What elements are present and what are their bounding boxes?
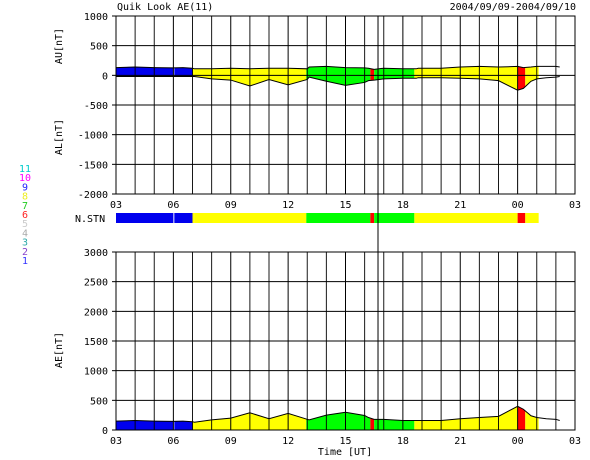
x-tick-label: 06: [167, 200, 179, 211]
station-count-bar: N.STN: [75, 194, 539, 252]
x-tick-label: 00: [512, 200, 524, 211]
x-tick-label: 03: [569, 200, 581, 211]
y-axis-label-al: AL[nT]: [54, 119, 65, 155]
station-segment: [192, 213, 195, 223]
legend-count-2: 2: [22, 247, 28, 258]
station-bar-label: N.STN: [75, 214, 105, 225]
y-tick-label: 500: [90, 42, 108, 53]
station-segment: [374, 213, 415, 223]
y-tick-label: -1500: [78, 160, 108, 171]
station-segment: [194, 213, 307, 223]
fill-segment: [174, 67, 193, 77]
x-tick-label: 09: [225, 200, 237, 211]
y-tick-label: 1000: [84, 12, 108, 23]
fill-segment: [370, 68, 375, 81]
plot-frame: [115, 251, 576, 431]
station-segment: [414, 213, 518, 223]
x-tick-label: 12: [282, 200, 294, 211]
x-tick-label: 18: [397, 436, 409, 447]
y-tick-label: 3000: [84, 248, 108, 259]
y-axis-label-au: AU[nT]: [54, 28, 65, 64]
x-axis-label: Time [UT]: [318, 447, 372, 458]
y-tick-label: 0: [102, 71, 108, 82]
legend-count-11: 11: [19, 164, 31, 175]
x-tick-label: 03: [569, 436, 581, 447]
x-tick-label: 00: [512, 436, 524, 447]
station-segment: [517, 213, 526, 223]
fill-segment: [517, 406, 526, 430]
legend-count-9: 9: [22, 182, 28, 193]
y-tick-label: 1500: [84, 337, 108, 348]
fill-segment: [116, 420, 174, 430]
figure-title: Quik Look AE(11): [117, 2, 213, 13]
fill-segment: [174, 421, 193, 430]
legend-count-3: 3: [22, 238, 28, 249]
y-tick-label: 2500: [84, 278, 108, 289]
legend-count-8: 8: [22, 192, 28, 203]
y-tick-label: -500: [84, 101, 108, 112]
y-tick-label: -2000: [78, 190, 108, 201]
station-segment: [174, 213, 193, 223]
legend-count-5: 5: [22, 219, 28, 230]
x-tick-label: 03: [110, 200, 122, 211]
x-tick-label: 21: [454, 200, 466, 211]
station-segment: [370, 213, 375, 223]
x-tick-label: 12: [282, 436, 294, 447]
fill-segment: [517, 66, 526, 91]
legend-count-1: 1: [22, 256, 28, 267]
x-tick-label: 15: [339, 200, 351, 211]
legend-count-10: 10: [19, 173, 31, 184]
y-tick-label: 500: [90, 396, 108, 407]
station-segment: [306, 213, 371, 223]
y-tick-label: 2000: [84, 307, 108, 318]
fill-segment: [116, 67, 174, 77]
x-tick-label: 09: [225, 436, 237, 447]
x-tick-label: 03: [110, 436, 122, 447]
y-tick-label: 0: [102, 426, 108, 437]
series-line-au: [115, 65, 560, 70]
fill-segment: [525, 66, 539, 87]
series-line-ae: [115, 405, 560, 423]
fill-segment: [370, 418, 375, 430]
plot-frame: [115, 15, 576, 195]
series-line-al: [116, 76, 560, 91]
station-segment: [116, 213, 174, 223]
legend-count-7: 7: [22, 201, 28, 212]
x-tick-label: 15: [339, 436, 351, 447]
y-tick-label: 1000: [84, 367, 108, 378]
legend-count-6: 6: [22, 210, 28, 221]
fill-segment: [306, 66, 371, 86]
y-axis-label-ae: AE[nT]: [54, 332, 65, 368]
x-tick-label: 21: [454, 436, 466, 447]
legend-count-4: 4: [22, 228, 28, 239]
y-tick-label: -1000: [78, 131, 108, 142]
x-tick-label: 06: [167, 436, 179, 447]
fill-segment: [414, 406, 518, 430]
fill-segment: [525, 410, 539, 430]
x-tick-label: 18: [397, 200, 409, 211]
station-segment: [525, 213, 539, 223]
date-range: 2004/09/09-2004/09/10: [450, 2, 576, 13]
